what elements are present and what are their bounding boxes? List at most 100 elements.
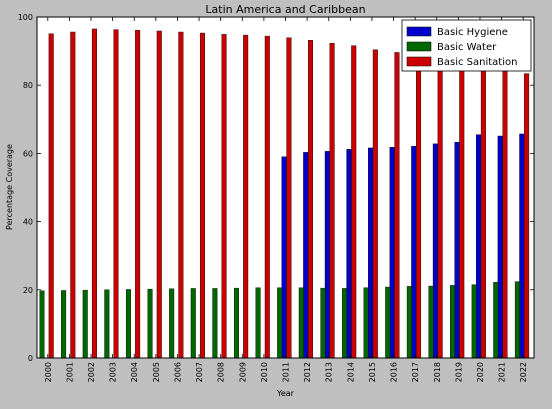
bar-basic-sanitation-2015 bbox=[372, 49, 378, 359]
x-tick-label: 2007 bbox=[195, 362, 204, 382]
x-tick-label: 2004 bbox=[130, 362, 139, 382]
bar-basic-water-2021 bbox=[493, 282, 499, 359]
bar-basic-water-2022 bbox=[514, 281, 520, 359]
bar-basic-sanitation-2016 bbox=[394, 52, 400, 359]
bar-basic-water-2016 bbox=[385, 286, 391, 359]
bar-basic-hygiene-2013 bbox=[324, 151, 330, 359]
legend-swatch-basic-hygiene bbox=[406, 26, 432, 37]
x-tick-label: 2008 bbox=[217, 362, 226, 382]
x-tick-label: 2011 bbox=[282, 362, 291, 382]
bar-basic-water-2006 bbox=[169, 288, 175, 359]
x-tick-label: 2000 bbox=[44, 362, 53, 382]
bar-basic-hygiene-2016 bbox=[389, 147, 395, 359]
bar-basic-hygiene-2021 bbox=[497, 135, 503, 359]
y-tick-label: 40 bbox=[23, 218, 33, 227]
bar-basic-hygiene-2022 bbox=[519, 133, 525, 359]
x-tick-label: 2006 bbox=[173, 362, 182, 382]
bar-basic-sanitation-2004 bbox=[135, 30, 141, 359]
bar-basic-sanitation-2009 bbox=[243, 34, 249, 359]
bar-basic-hygiene-2011 bbox=[281, 156, 287, 359]
bar-basic-hygiene-2020 bbox=[476, 134, 482, 359]
legend-label-basic-sanitation: Basic Sanitation bbox=[437, 57, 517, 68]
bar-basic-sanitation-2005 bbox=[156, 30, 162, 359]
bar-basic-sanitation-2007 bbox=[199, 32, 205, 359]
bar-basic-water-2017 bbox=[406, 286, 412, 359]
x-tick-label: 2022 bbox=[519, 362, 528, 382]
bar-basic-sanitation-2008 bbox=[221, 34, 227, 359]
legend-swatch-basic-water bbox=[406, 41, 432, 52]
bar-basic-water-2008 bbox=[212, 288, 218, 359]
x-tick-label: 2018 bbox=[433, 362, 442, 382]
chart-title: Latin America and Caribbean bbox=[205, 3, 365, 16]
bar-basic-sanitation-2013 bbox=[329, 43, 335, 359]
bar-basic-water-2015 bbox=[363, 287, 369, 359]
y-tick-label: 100 bbox=[18, 13, 33, 22]
bar-basic-sanitation-2017 bbox=[416, 57, 422, 359]
bar-basic-sanitation-2003 bbox=[113, 29, 119, 359]
bar-basic-hygiene-2012 bbox=[303, 152, 309, 359]
bar-basic-sanitation-2020 bbox=[480, 65, 486, 359]
legend-label-basic-water: Basic Water bbox=[437, 42, 497, 53]
x-tick-label: 2017 bbox=[411, 362, 420, 382]
bar-basic-water-2014 bbox=[342, 288, 348, 359]
legend-label-basic-hygiene: Basic Hygiene bbox=[437, 27, 508, 38]
bar-basic-hygiene-2014 bbox=[346, 149, 352, 359]
x-tick-label: 2021 bbox=[498, 362, 507, 382]
legend-swatch-basic-sanitation bbox=[406, 56, 432, 67]
bar-basic-hygiene-2019 bbox=[454, 141, 460, 359]
x-tick-label: 2001 bbox=[65, 362, 74, 382]
x-axis: 2000 2001 2002 2003 2004 2005 2006 2007 2008 2009… bbox=[44, 17, 528, 382]
bar-basic-water-2010 bbox=[255, 287, 261, 359]
x-tick-label: 2014 bbox=[346, 362, 355, 382]
bar-basic-sanitation-2011 bbox=[286, 37, 292, 359]
y-axis-label: Percentage Coverage bbox=[5, 144, 14, 230]
x-axis-label: Year bbox=[276, 389, 295, 398]
bar-basic-sanitation-2019 bbox=[459, 62, 465, 359]
bar-basic-water-2020 bbox=[471, 284, 477, 359]
legend: Basic Hygiene Basic Water Basic Sanitation bbox=[401, 19, 532, 72]
bar-basic-water-2003 bbox=[104, 289, 110, 359]
bar-basic-water-2013 bbox=[320, 287, 326, 359]
bar-basic-hygiene-2015 bbox=[368, 147, 374, 359]
bar-basic-water-2009 bbox=[233, 287, 239, 359]
bar-basic-sanitation-2021 bbox=[502, 69, 508, 359]
y-tick-label: 0 bbox=[28, 354, 33, 363]
bar-basic-water-2012 bbox=[298, 287, 304, 359]
bar-basic-water-2004 bbox=[125, 289, 131, 359]
x-tick-label: 2015 bbox=[368, 362, 377, 382]
bar-basic-water-2011 bbox=[277, 287, 283, 359]
x-tick-label: 2002 bbox=[87, 362, 96, 382]
bar-basic-sanitation-2012 bbox=[308, 39, 314, 359]
x-tick-label: 2012 bbox=[303, 362, 312, 382]
bar-basic-sanitation-2022 bbox=[524, 73, 530, 359]
bar-basic-hygiene-2017 bbox=[411, 146, 417, 359]
x-tick-label: 2013 bbox=[325, 362, 334, 382]
bar-basic-sanitation-2002 bbox=[91, 28, 97, 359]
bar-basic-sanitation-2000 bbox=[48, 33, 54, 359]
x-tick-label: 2019 bbox=[454, 362, 463, 382]
bar-basic-water-2019 bbox=[450, 285, 456, 359]
bar-basic-water-2005 bbox=[147, 288, 153, 359]
bar-basic-water-2007 bbox=[190, 288, 196, 359]
bar-basic-water-2001 bbox=[61, 290, 67, 359]
bar-basic-sanitation-2018 bbox=[437, 59, 443, 359]
y-axis: 0 20 40 60 80 100 bbox=[18, 13, 534, 363]
bar-basic-water-2018 bbox=[428, 285, 434, 359]
x-tick-label: 2020 bbox=[476, 362, 485, 382]
bar-basic-water-2000 bbox=[39, 290, 45, 359]
y-tick-label: 20 bbox=[23, 286, 33, 295]
x-tick-label: 2003 bbox=[109, 362, 118, 382]
bar-basic-water-2002 bbox=[82, 289, 88, 359]
x-tick-label: 2010 bbox=[260, 362, 269, 382]
bars-group bbox=[39, 28, 530, 359]
x-tick-label: 2005 bbox=[152, 362, 161, 382]
bar-basic-sanitation-2006 bbox=[178, 31, 184, 359]
bar-basic-sanitation-2010 bbox=[264, 35, 270, 359]
x-tick-label: 2016 bbox=[390, 362, 399, 382]
x-tick-label: 2009 bbox=[238, 362, 247, 382]
bar-basic-hygiene-2018 bbox=[432, 143, 438, 359]
y-tick-label: 80 bbox=[23, 81, 33, 90]
bar-basic-sanitation-2014 bbox=[351, 45, 357, 359]
